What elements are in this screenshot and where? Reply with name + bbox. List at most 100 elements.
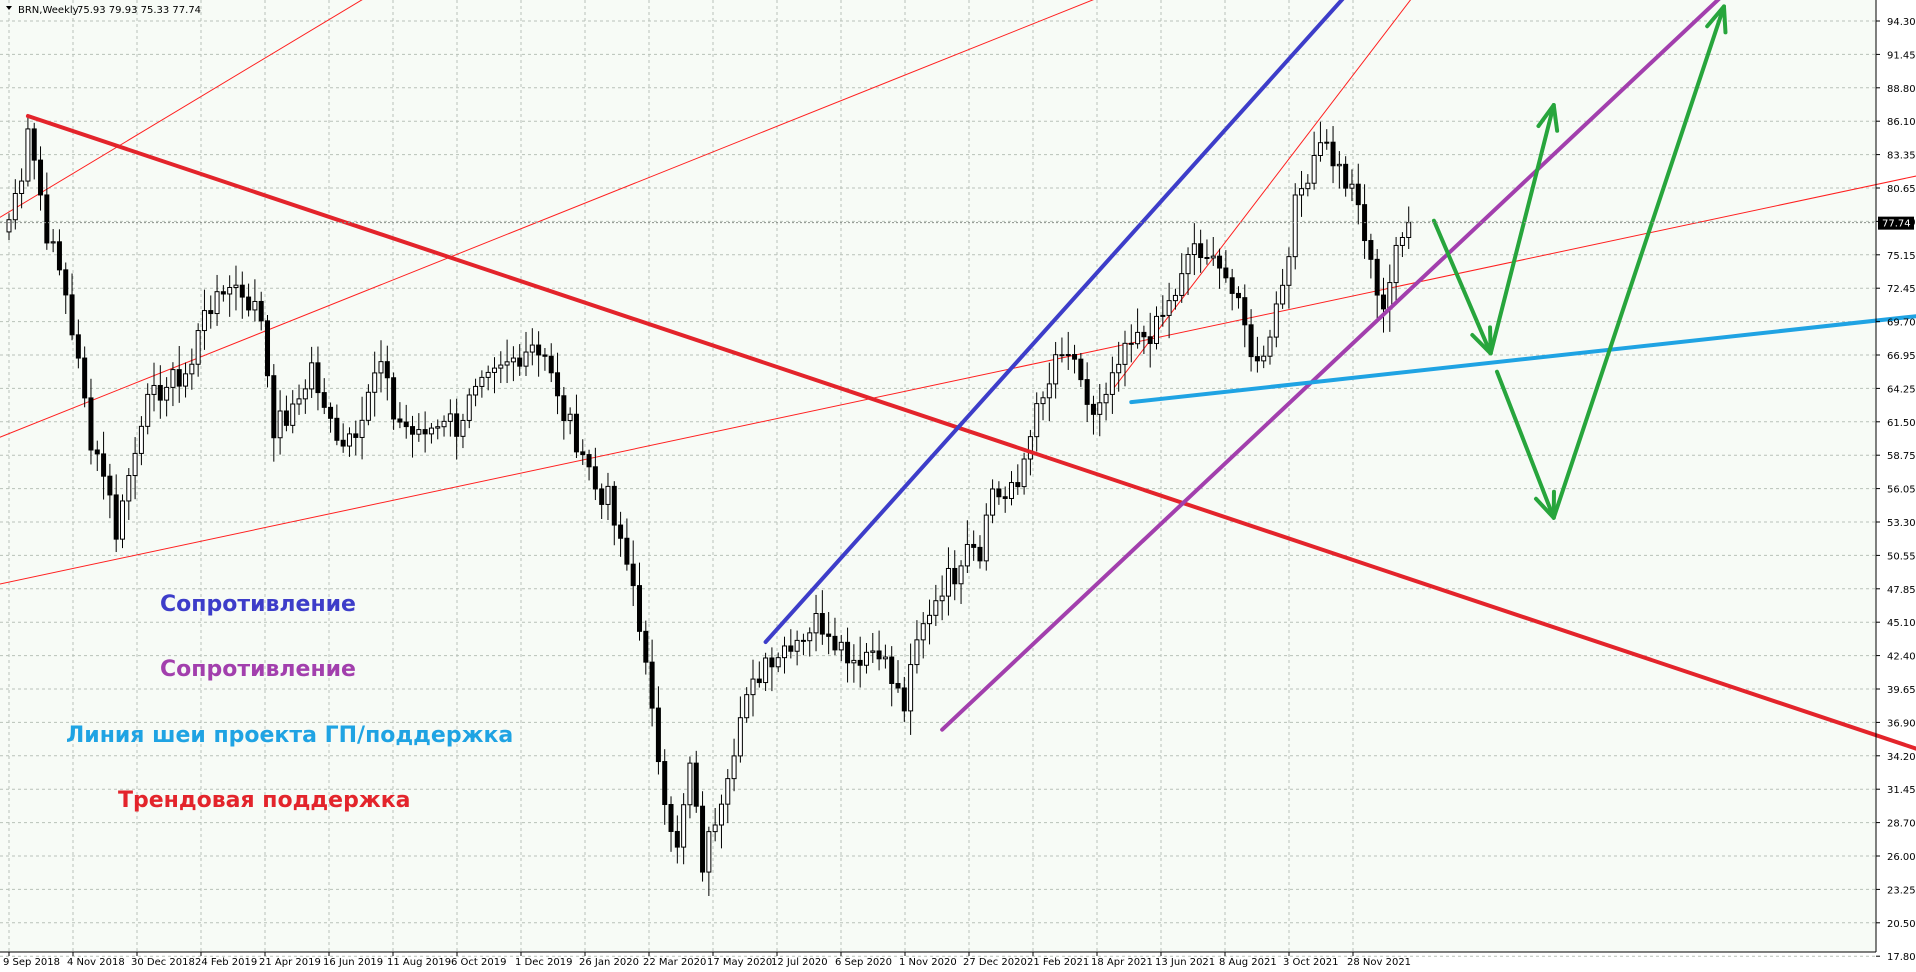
candle-bear xyxy=(391,377,397,420)
candle-bear xyxy=(889,656,895,684)
x-tick-label: 4 Nov 2018 xyxy=(67,957,125,968)
candle-bear xyxy=(876,650,882,660)
candle-bear xyxy=(586,454,592,468)
y-tick-label: 50.55 xyxy=(1887,551,1916,562)
candle-bull xyxy=(1053,354,1059,385)
candle-bull xyxy=(25,128,31,182)
x-tick-label: 1 Dec 2019 xyxy=(515,957,573,968)
x-tick-label: 13 Jun 2021 xyxy=(1155,957,1215,968)
candle-bull xyxy=(309,362,315,390)
candle-bull xyxy=(466,394,472,421)
candle-bull xyxy=(296,398,302,405)
candle-bear xyxy=(353,433,359,438)
candle-bull xyxy=(1021,458,1027,488)
legend-blue-resistance: Сопротивление xyxy=(160,592,356,617)
candle-bull xyxy=(132,452,138,477)
candle-bear xyxy=(1198,243,1204,259)
candle-bull xyxy=(1034,403,1040,438)
candle-bear xyxy=(258,300,264,322)
candle-bull xyxy=(233,284,239,289)
candle-bear xyxy=(1090,403,1096,415)
candle-bear xyxy=(800,639,806,642)
candle-bear xyxy=(1147,336,1153,344)
line-resistance-blue xyxy=(763,0,1345,644)
candle-bear xyxy=(220,291,226,295)
candle-bear xyxy=(101,453,107,477)
chart-header: BRN,Weekly 75.93 79.93 75.33 77.74 xyxy=(6,5,201,16)
candle-bear xyxy=(94,449,100,455)
candle-bull xyxy=(605,485,611,505)
candle-bear xyxy=(88,397,94,451)
line-resistance-purple xyxy=(940,0,1721,732)
candle-bear xyxy=(643,630,649,663)
candle-bull xyxy=(687,762,693,806)
x-tick-label: 30 Dec 2018 xyxy=(131,957,195,968)
candle-bull xyxy=(183,373,189,387)
candle-bull xyxy=(1008,482,1014,499)
candle-bull xyxy=(838,641,844,651)
candle-bear xyxy=(845,641,851,664)
header-dropdown-icon[interactable] xyxy=(6,6,12,10)
candle-bull xyxy=(1154,315,1160,344)
candle-bear xyxy=(637,585,642,632)
candle-bear xyxy=(1343,163,1349,189)
candle-bear xyxy=(1368,240,1374,260)
candle-bear xyxy=(69,294,75,336)
candle-bull xyxy=(882,656,888,660)
line-neckline-cyan xyxy=(1129,314,1916,405)
x-tick-label: 9 Sep 2018 xyxy=(3,957,60,968)
candle-bear xyxy=(176,369,182,387)
candle-bear xyxy=(1015,482,1021,488)
candle-bull xyxy=(290,403,296,426)
candle-bull xyxy=(378,361,384,374)
candle-bull xyxy=(744,694,750,719)
candle-bear xyxy=(63,269,69,296)
candle-bull xyxy=(1191,243,1197,256)
candle-bear xyxy=(1223,267,1229,279)
candle-bear xyxy=(895,682,901,689)
candle-bear xyxy=(208,310,214,315)
candle-bear xyxy=(700,805,706,873)
candle-bull xyxy=(681,804,687,848)
candle-bull xyxy=(933,600,939,616)
candle-bear xyxy=(1235,292,1241,299)
y-tick-label: 86.10 xyxy=(1887,117,1916,128)
candle-bull xyxy=(1349,183,1355,189)
y-tick-label: 17.80 xyxy=(1887,952,1916,963)
y-tick-label: 26.00 xyxy=(1887,852,1916,863)
candle-bull xyxy=(1210,255,1216,259)
candle-bear xyxy=(996,488,1002,498)
ohlc-values: 75.93 79.93 75.33 77.74 xyxy=(77,5,201,16)
candle-bull xyxy=(151,384,157,395)
candle-bull xyxy=(1393,244,1399,284)
candle-bear xyxy=(38,159,44,196)
candle-bear xyxy=(283,410,289,426)
candle-bull xyxy=(119,500,125,540)
candle-bull xyxy=(359,419,365,438)
x-tick-label: 26 Jan 2020 xyxy=(579,957,639,968)
candle-bull xyxy=(750,678,756,696)
candle-bull xyxy=(1097,402,1103,415)
x-tick-label: 28 Nov 2021 xyxy=(1347,957,1411,968)
candle-bull xyxy=(485,371,491,378)
candle-bull xyxy=(441,420,447,428)
candle-bull xyxy=(1172,294,1178,302)
line-trend-red xyxy=(25,113,1916,751)
candle-bear xyxy=(44,194,50,244)
candle-bull xyxy=(1317,142,1323,156)
candle-bear xyxy=(662,761,668,806)
candle-bull xyxy=(939,595,945,602)
y-tick-label: 39.65 xyxy=(1887,685,1916,696)
candle-bull xyxy=(504,361,510,366)
y-tick-label: 61.50 xyxy=(1887,418,1916,429)
y-tick-label: 23.25 xyxy=(1887,885,1916,896)
price-tag-bg xyxy=(1878,216,1914,230)
candle-bull xyxy=(435,426,441,429)
candle-bear xyxy=(536,344,542,356)
plot-area xyxy=(0,0,1876,952)
y-tick-label: 66.95 xyxy=(1887,351,1916,362)
candle-bull xyxy=(50,241,56,244)
candle-bull xyxy=(870,650,876,653)
